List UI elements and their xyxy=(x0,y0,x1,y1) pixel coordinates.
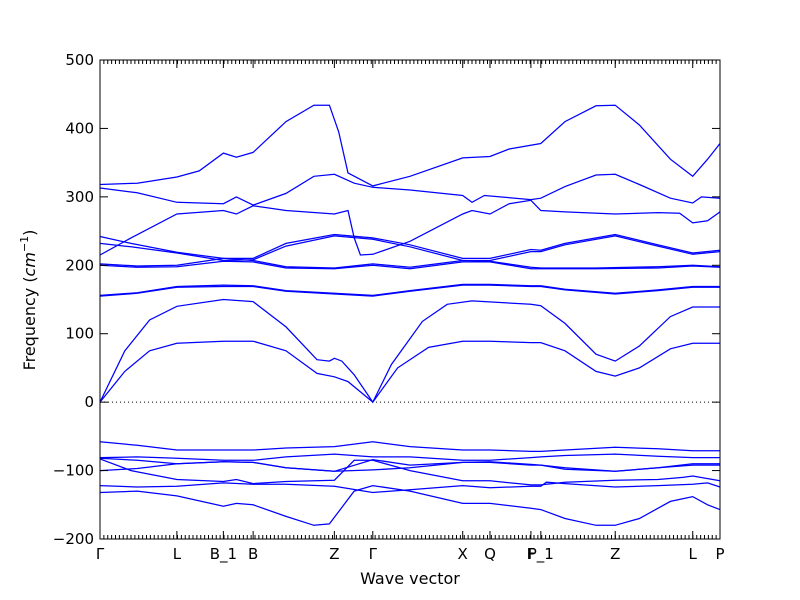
band-line-10 xyxy=(99,298,720,404)
x-tick-label: F xyxy=(527,545,536,563)
y-axis: −200 −100 0 100 200 300 400 500 xyxy=(53,51,720,548)
x-tick-label: Γ xyxy=(369,545,378,563)
y-axis-unit: cm xyxy=(20,252,39,276)
band-line-4 xyxy=(99,233,721,260)
x-tick-label: P_1 xyxy=(528,545,554,564)
x-axis: Γ L B_1 B Z Γ X Q FP_1 Z L P xyxy=(96,60,725,564)
x-tick-label: Z xyxy=(610,545,620,563)
band-line-17 xyxy=(99,481,721,494)
series-layer xyxy=(99,104,721,526)
x-tick-label: Q xyxy=(484,545,496,563)
x-tick-label: B xyxy=(248,545,258,563)
band-line-16 xyxy=(99,458,721,486)
band-line-13 xyxy=(99,453,720,461)
x-tick-label: B_1 xyxy=(210,545,237,564)
x-tick-label: X xyxy=(458,545,468,563)
x-tick-label: L xyxy=(173,545,182,563)
x-tick-label: Γ xyxy=(96,545,105,563)
y-tick-label: −200 xyxy=(53,530,94,548)
y-tick-label: 200 xyxy=(65,256,94,274)
band-line-18 xyxy=(99,484,721,526)
band-line-6 xyxy=(99,257,721,269)
band-line-5 xyxy=(99,235,721,262)
x-tick-label: Z xyxy=(329,545,339,563)
y-tick-label: 100 xyxy=(65,325,94,343)
band-line-8 xyxy=(99,283,720,297)
y-tick-label: 0 xyxy=(84,393,94,411)
y-axis-title-text: Frequency xyxy=(20,288,39,371)
x-tick-label: P xyxy=(715,545,724,563)
band-line-11 xyxy=(99,340,720,404)
band-line-12 xyxy=(99,441,720,453)
plot-frame xyxy=(99,59,721,540)
y-tick-label: 500 xyxy=(65,51,94,69)
band-line-7 xyxy=(99,260,721,270)
y-tick-label: 300 xyxy=(65,188,94,206)
band-line-1 xyxy=(99,104,721,187)
y-axis-unit-exponent: −1 xyxy=(18,236,31,252)
band-line-3 xyxy=(99,199,721,256)
band-line-15 xyxy=(99,458,720,472)
axes-frame xyxy=(99,59,721,540)
y-tick-label: 400 xyxy=(65,119,94,137)
y-tick-label: −100 xyxy=(53,462,94,480)
band-line-2 xyxy=(99,173,721,206)
x-tick-label: L xyxy=(689,545,698,563)
band-line-9 xyxy=(99,284,720,297)
x-axis-title: Wave vector xyxy=(360,569,460,588)
y-axis-title: Frequency (cm−1) xyxy=(18,230,39,371)
